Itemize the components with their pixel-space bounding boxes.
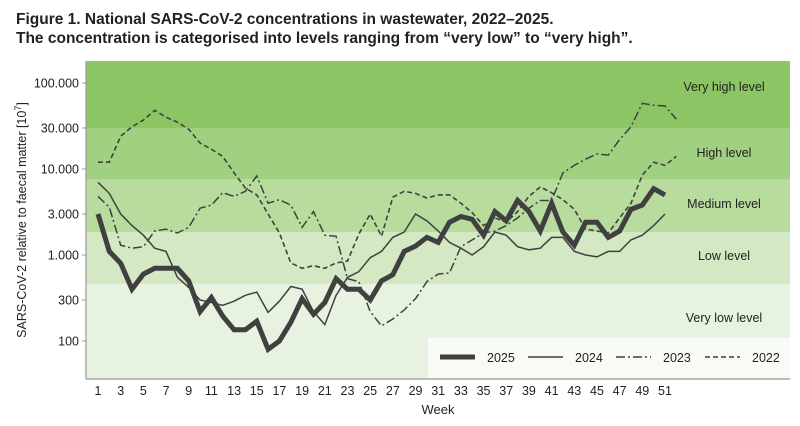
x-tick-label: 21 <box>318 384 332 398</box>
series-line-2022 <box>98 109 677 270</box>
x-tick-label: 37 <box>499 384 513 398</box>
x-tick-label: 29 <box>409 384 423 398</box>
x-tick-label: 9 <box>185 384 192 398</box>
x-tick-label: 17 <box>272 384 286 398</box>
y-axis-label-close: ] <box>15 102 29 105</box>
y-tick-label: 1.000 <box>48 249 79 263</box>
x-tick-label: 39 <box>522 384 536 398</box>
x-tick-label: 45 <box>590 384 604 398</box>
x-tick-label: 7 <box>163 384 170 398</box>
x-tick-label: 47 <box>613 384 627 398</box>
y-tick-label: 30.000 <box>41 121 79 135</box>
band-label: Very low level <box>686 311 762 325</box>
y-tick-label: 100 <box>58 335 79 349</box>
legend-label: 2024 <box>575 351 603 365</box>
series-line-2023 <box>97 102 677 327</box>
legend-label: 2025 <box>487 351 515 365</box>
legend: 2025 2024 2023 2022 <box>428 338 790 378</box>
x-tick-label: 33 <box>454 384 468 398</box>
x-tick-label: 49 <box>635 384 649 398</box>
x-tick-label: 15 <box>250 384 264 398</box>
band-label: Low level <box>698 249 750 263</box>
y-tick-label: 300 <box>58 293 79 307</box>
x-tick-label: 43 <box>567 384 581 398</box>
y-axis-label: SARS-CoV-2 relative to faecal matter [10… <box>13 102 29 338</box>
x-tick-label: 19 <box>295 384 309 398</box>
x-tick-label: 13 <box>227 384 241 398</box>
y-axis-label-exponent: 7 <box>13 106 23 111</box>
x-tick-label: 27 <box>386 384 400 398</box>
band-1 <box>86 127 790 180</box>
series-line-2024 <box>97 181 666 327</box>
chart-title: Figure 1. National SARS-CoV-2 concentrat… <box>16 11 554 28</box>
chart-title-block: Figure 1. National SARS-CoV-2 concentrat… <box>16 10 633 48</box>
x-tick-label: 25 <box>363 384 377 398</box>
band-2 <box>86 179 790 233</box>
band-label: Very high level <box>683 80 764 94</box>
x-tick-label: 23 <box>341 384 355 398</box>
x-axis-label: Week <box>422 402 455 417</box>
band-0 <box>86 61 790 128</box>
band-label: High level <box>697 146 752 160</box>
x-tick-label: 51 <box>658 384 672 398</box>
level-bands: Very high level High level Medium level Low… <box>86 61 790 379</box>
x-tick-label: 1 <box>95 384 102 398</box>
y-tick-label: 3.000 <box>48 207 79 221</box>
x-tick-label: 35 <box>477 384 491 398</box>
band-label: Medium level <box>687 197 761 211</box>
y-tick-label: 100.000 <box>34 77 79 91</box>
x-tick-label: 5 <box>140 384 147 398</box>
chart-subtitle: The concentration is categorised into le… <box>16 30 633 47</box>
y-tick-label: 10.000 <box>41 163 79 177</box>
y-axis-label-text: SARS-CoV-2 relative to faecal matter [10 <box>15 111 29 338</box>
legend-box <box>428 338 790 378</box>
legend-label: 2023 <box>663 351 691 365</box>
x-tick-label: 41 <box>545 384 559 398</box>
x-tick-label: 31 <box>431 384 445 398</box>
x-tick-label: 3 <box>117 384 124 398</box>
legend-label: 2022 <box>752 351 780 365</box>
x-tick-label: 11 <box>205 384 218 398</box>
series-lines <box>95 102 677 354</box>
